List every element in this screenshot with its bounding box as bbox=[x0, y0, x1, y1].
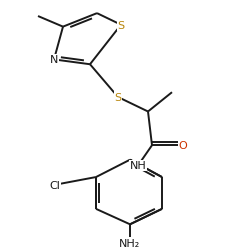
Text: NH₂: NH₂ bbox=[119, 238, 141, 248]
Text: N: N bbox=[50, 55, 58, 65]
Text: O: O bbox=[179, 141, 187, 151]
Text: NH: NH bbox=[130, 161, 146, 171]
Text: S: S bbox=[117, 21, 125, 30]
Text: S: S bbox=[114, 93, 121, 102]
Text: Cl: Cl bbox=[50, 180, 60, 190]
